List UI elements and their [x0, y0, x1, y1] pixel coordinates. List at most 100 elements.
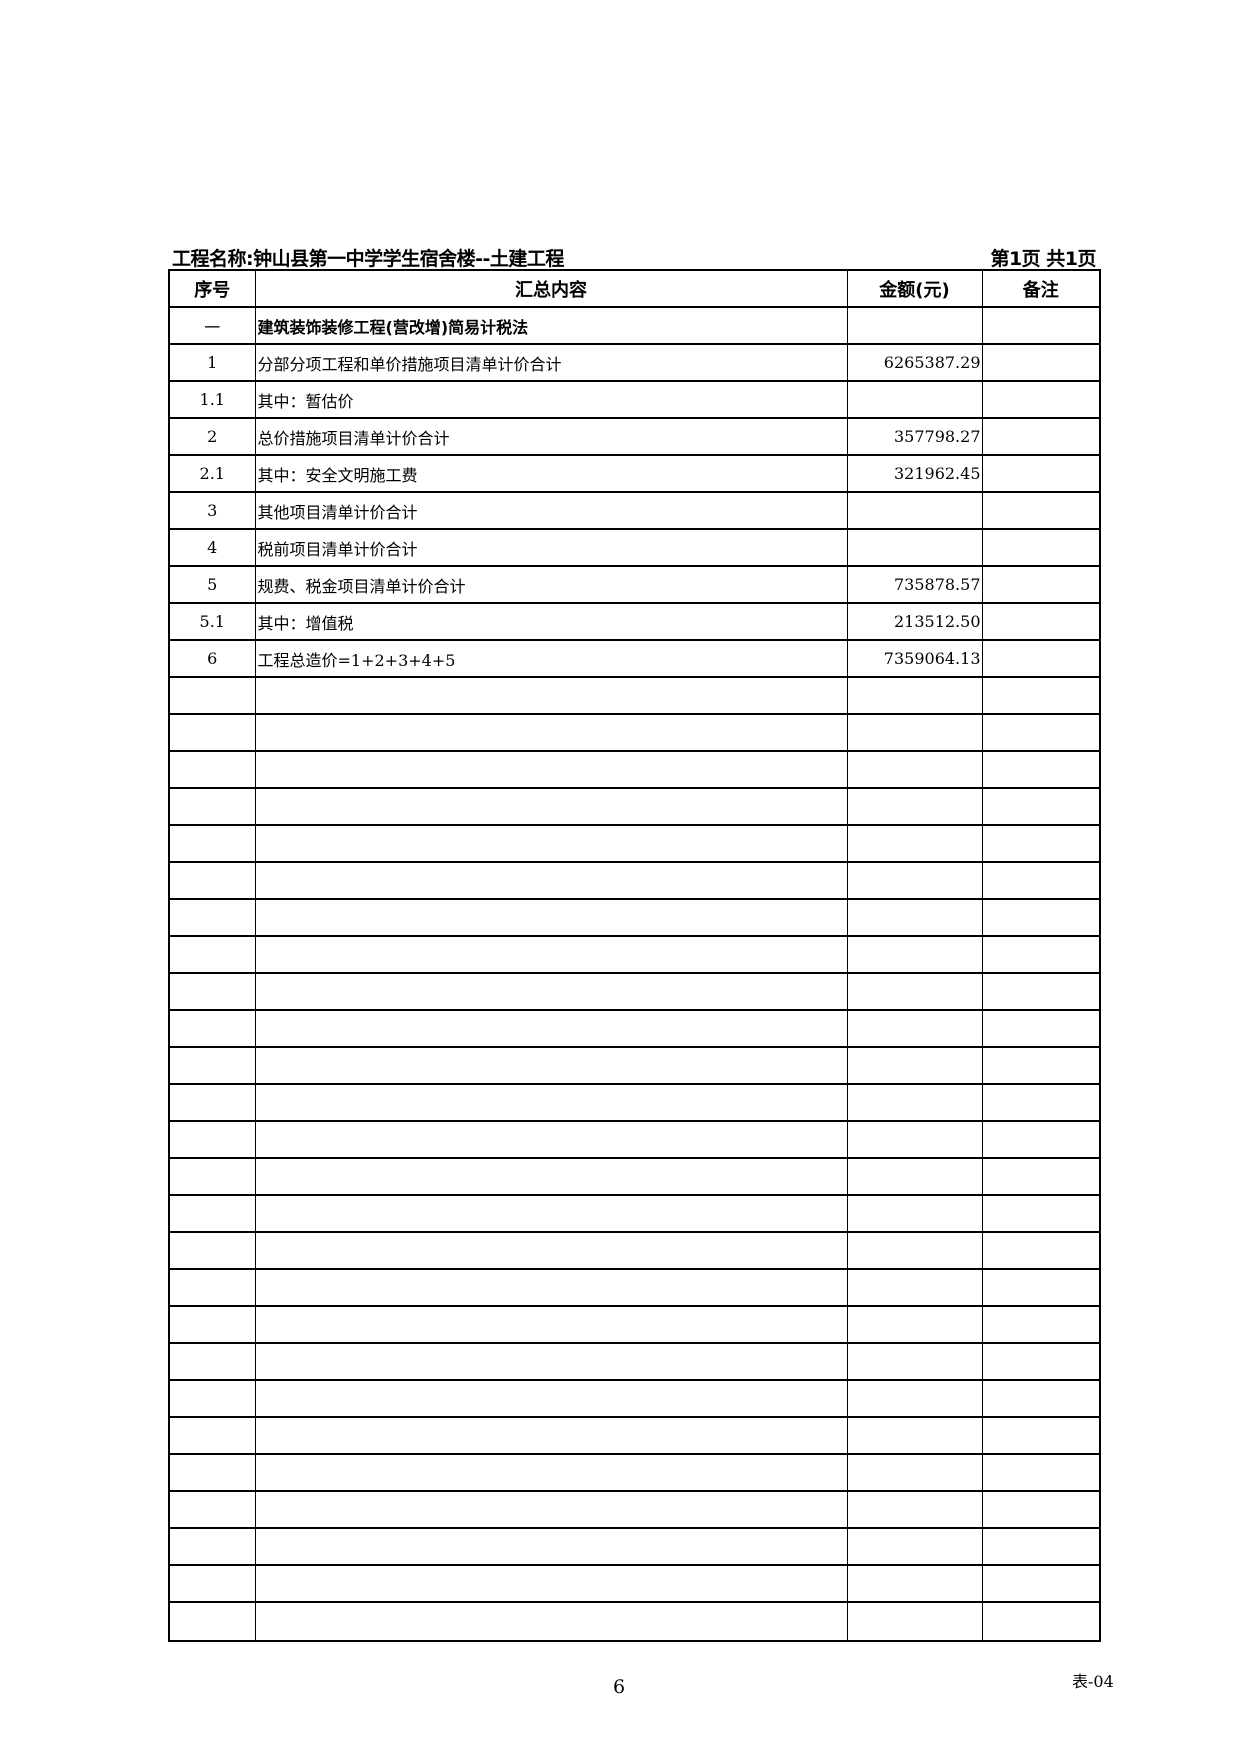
row-note: [981, 491, 1101, 530]
row-number: 2: [168, 417, 256, 456]
empty-cell-no: [168, 1601, 256, 1642]
column-header-amount: 金额(元): [846, 269, 983, 308]
empty-cell-content: [254, 676, 848, 715]
empty-cell-no: [168, 1305, 256, 1344]
empty-cell-note: [981, 1120, 1101, 1159]
empty-table-row: [168, 676, 1101, 715]
empty-cell-amount: [846, 1305, 983, 1344]
row-content: 其中：暂估价: [254, 380, 848, 419]
empty-cell-content: [254, 1046, 848, 1085]
empty-cell-note: [981, 898, 1101, 937]
row-amount: [846, 380, 983, 419]
empty-table-row: [168, 1453, 1101, 1492]
row-amount: 7359064.13: [846, 639, 983, 678]
empty-cell-amount: [846, 1009, 983, 1048]
row-amount: [846, 491, 983, 530]
empty-table-row: [168, 1046, 1101, 1085]
row-note: [981, 343, 1101, 382]
empty-cell-note: [981, 1453, 1101, 1492]
row-content: 工程总造价=1+2+3+4+5: [254, 639, 848, 678]
empty-cell-note: [981, 787, 1101, 826]
empty-cell-no: [168, 676, 256, 715]
page-info: 第1页 共1页: [990, 248, 1096, 270]
row-number: 5.1: [168, 602, 256, 641]
row-content: 其中：增值税: [254, 602, 848, 641]
table-row: 3 其他项目清单计价合计: [168, 491, 1101, 530]
row-content: 总价措施项目清单计价合计: [254, 417, 848, 456]
empty-cell-no: [168, 750, 256, 789]
empty-cell-note: [981, 1564, 1101, 1603]
empty-cell-note: [981, 1342, 1101, 1381]
empty-cell-amount: [846, 750, 983, 789]
table-row: 4 税前项目清单计价合计: [168, 528, 1101, 567]
table-row: 5 规费、税金项目清单计价合计 735878.57: [168, 565, 1101, 604]
empty-cell-note: [981, 1009, 1101, 1048]
row-note: [981, 306, 1101, 345]
empty-table-row: [168, 1231, 1101, 1270]
empty-cell-note: [981, 1083, 1101, 1122]
empty-cell-content: [254, 898, 848, 937]
empty-cell-content: [254, 1083, 848, 1122]
empty-cell-content: [254, 1194, 848, 1233]
empty-cell-amount: [846, 898, 983, 937]
empty-cell-content: [254, 1231, 848, 1270]
row-note: [981, 417, 1101, 456]
empty-cell-no: [168, 1268, 256, 1307]
row-note: [981, 528, 1101, 567]
empty-cell-amount: [846, 1342, 983, 1381]
empty-cell-content: [254, 1379, 848, 1418]
row-amount: 321962.45: [846, 454, 983, 493]
empty-cell-note: [981, 1046, 1101, 1085]
empty-table-row: [168, 1305, 1101, 1344]
empty-cell-amount: [846, 824, 983, 863]
row-note: [981, 380, 1101, 419]
row-content: 税前项目清单计价合计: [254, 528, 848, 567]
row-amount: 735878.57: [846, 565, 983, 604]
empty-cell-content: [254, 824, 848, 863]
empty-cell-amount: [846, 1601, 983, 1642]
empty-cell-amount: [846, 1490, 983, 1529]
empty-cell-note: [981, 1601, 1101, 1642]
empty-cell-no: [168, 1342, 256, 1381]
empty-cell-no: [168, 1120, 256, 1159]
empty-table-row: [168, 1120, 1101, 1159]
empty-cell-amount: [846, 1046, 983, 1085]
empty-cell-note: [981, 1379, 1101, 1418]
row-number: 1.1: [168, 380, 256, 419]
empty-table-row: [168, 1564, 1101, 1603]
empty-cell-amount: [846, 1379, 983, 1418]
empty-cell-amount: [846, 1120, 983, 1159]
row-number: 1: [168, 343, 256, 382]
empty-cell-no: [168, 898, 256, 937]
empty-cell-content: [254, 1527, 848, 1566]
empty-cell-note: [981, 824, 1101, 863]
row-amount: [846, 306, 983, 345]
empty-cell-no: [168, 1157, 256, 1196]
empty-cell-note: [981, 750, 1101, 789]
empty-cell-content: [254, 1120, 848, 1159]
empty-cell-content: [254, 861, 848, 900]
empty-cell-content: [254, 1453, 848, 1492]
empty-cell-note: [981, 861, 1101, 900]
empty-table-row: [168, 824, 1101, 863]
empty-cell-note: [981, 935, 1101, 974]
empty-cell-content: [254, 1416, 848, 1455]
empty-table-row: [168, 1009, 1101, 1048]
column-header-content: 汇总内容: [254, 269, 848, 308]
empty-cell-no: [168, 1490, 256, 1529]
empty-cell-content: [254, 1305, 848, 1344]
empty-cell-no: [168, 1564, 256, 1603]
empty-cell-amount: [846, 1194, 983, 1233]
empty-cell-no: [168, 1046, 256, 1085]
empty-cell-no: [168, 787, 256, 826]
row-amount: 6265387.29: [846, 343, 983, 382]
empty-table-row: [168, 787, 1101, 826]
page-number: 6: [613, 1676, 626, 1698]
empty-cell-amount: [846, 1268, 983, 1307]
empty-cell-no: [168, 1194, 256, 1233]
empty-cell-no: [168, 972, 256, 1011]
row-number: 5: [168, 565, 256, 604]
empty-cell-content: [254, 1490, 848, 1529]
row-amount: 213512.50: [846, 602, 983, 641]
empty-cell-note: [981, 1194, 1101, 1233]
